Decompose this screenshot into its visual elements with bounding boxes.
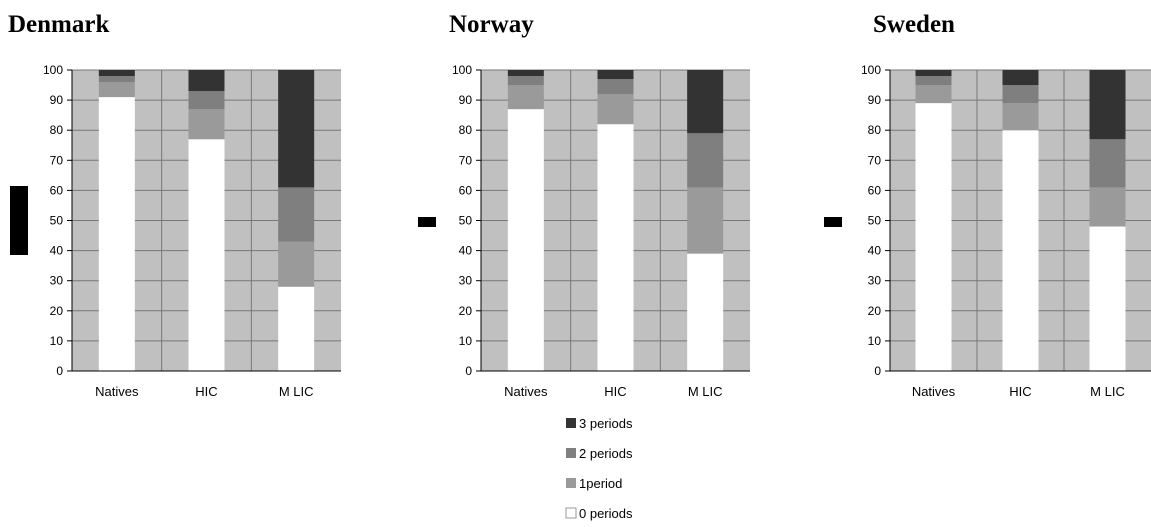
- y-tick-label: 70: [868, 153, 882, 167]
- y-tick-label: 50: [868, 214, 882, 228]
- y-tick-label: 30: [868, 274, 882, 288]
- chart-title: Norway: [449, 11, 534, 38]
- y-tick-label: 40: [868, 244, 882, 258]
- legend-label: 2 periods: [579, 446, 633, 461]
- bar-hic-2-periods: [1002, 85, 1039, 104]
- chart-panel-norway: Norway 0 10 20 30 40 50 60 70 80 90 100 Natives HIC M …: [418, 11, 750, 399]
- x-category-label: M LIC: [279, 384, 314, 399]
- y-tick-label: 60: [868, 183, 882, 197]
- y-tick-label: 10: [459, 334, 473, 348]
- bar-natives-3-periods: [507, 70, 544, 77]
- y-tick-label: 20: [50, 304, 64, 318]
- y-tick-label: 80: [459, 123, 473, 137]
- y-tick-label: 60: [459, 183, 473, 197]
- legend-swatch: [566, 478, 576, 488]
- y-tick-label: 30: [459, 274, 473, 288]
- y-tick-label: 80: [50, 123, 64, 137]
- bar-hic-1period: [597, 94, 634, 125]
- legend-swatch: [566, 448, 576, 458]
- bar-hic-1period: [1002, 103, 1039, 131]
- y-tick-label: 70: [459, 153, 473, 167]
- legend-label: 3 periods: [579, 416, 633, 431]
- chart-title: Denmark: [8, 11, 109, 38]
- y-tick-label: 60: [50, 183, 64, 197]
- bar-natives-3-periods: [98, 70, 135, 77]
- bar-natives-0-periods: [915, 103, 952, 372]
- y-tick-label: 20: [868, 304, 882, 318]
- chart-panel-sweden: Sweden 0 10 20 30 40 50 60 70 80 90 100 Natives HIC M …: [824, 11, 1151, 399]
- y-tick-label: 0: [465, 364, 472, 378]
- x-category-label: HIC: [604, 384, 626, 399]
- bar-hic-3-periods: [1002, 70, 1039, 86]
- bar-m-lic-3-periods: [278, 70, 315, 188]
- bar-hic-1period: [188, 109, 225, 140]
- x-category-label: Natives: [95, 384, 139, 399]
- legend-label: 0 periods: [579, 506, 633, 521]
- bar-m-lic-1period: [687, 187, 724, 254]
- bar-hic-3-periods: [597, 70, 634, 80]
- y-tick-label: 50: [459, 214, 473, 228]
- bar-natives-1period: [507, 85, 544, 110]
- y-tick-label: 100: [43, 63, 63, 77]
- chart-panel-denmark: Denmark 0 10 20 30 40 50 60 70 80 90 100 Natives HIC M…: [8, 11, 341, 399]
- bar-m-lic-0-periods: [278, 286, 315, 371]
- axis-title-placeholder: [10, 186, 28, 255]
- bar-natives-1period: [915, 85, 952, 104]
- y-tick-label: 40: [459, 244, 473, 258]
- bar-m-lic-1period: [278, 241, 315, 287]
- bar-m-lic-3-periods: [1089, 70, 1126, 140]
- y-tick-label: 80: [868, 123, 882, 137]
- legend-label: 1period: [579, 476, 622, 491]
- bar-m-lic-0-periods: [1089, 226, 1126, 371]
- y-tick-label: 90: [459, 93, 473, 107]
- bar-m-lic-0-periods: [687, 253, 724, 371]
- x-category-label: HIC: [195, 384, 217, 399]
- legend-swatch: [565, 507, 577, 519]
- bar-hic-2-periods: [597, 79, 634, 95]
- y-tick-label: 10: [868, 334, 882, 348]
- bar-natives-2-periods: [915, 76, 952, 86]
- y-tick-label: 30: [50, 274, 64, 288]
- bar-m-lic-2-periods: [687, 133, 724, 188]
- chart-title: Sweden: [873, 11, 955, 38]
- bar-natives-3-periods: [915, 70, 952, 77]
- y-tick-label: 10: [50, 334, 64, 348]
- y-tick-label: 90: [868, 93, 882, 107]
- axis-title-placeholder: [418, 217, 436, 227]
- bar-m-lic-2-periods: [1089, 139, 1126, 188]
- x-category-label: M LIC: [1090, 384, 1125, 399]
- bar-m-lic-3-periods: [687, 70, 724, 134]
- y-tick-label: 90: [50, 93, 64, 107]
- legend-swatch: [566, 418, 576, 428]
- bar-hic-0-periods: [188, 139, 225, 371]
- y-tick-label: 40: [50, 244, 64, 258]
- bar-hic-3-periods: [188, 70, 225, 92]
- y-tick-label: 20: [459, 304, 473, 318]
- bar-m-lic-2-periods: [278, 187, 315, 242]
- x-category-label: M LIC: [688, 384, 723, 399]
- y-tick-label: 0: [874, 364, 881, 378]
- y-tick-label: 70: [50, 153, 64, 167]
- bar-natives-0-periods: [507, 109, 544, 371]
- bar-hic-0-periods: [1002, 130, 1039, 371]
- bar-natives-1period: [98, 82, 135, 98]
- bar-hic-2-periods: [188, 91, 225, 110]
- bar-m-lic-1period: [1089, 187, 1126, 227]
- bar-natives-2-periods: [98, 76, 135, 83]
- x-category-label: Natives: [912, 384, 956, 399]
- y-tick-label: 50: [50, 214, 64, 228]
- bar-hic-0-periods: [597, 124, 634, 372]
- bar-natives-0-periods: [98, 97, 135, 371]
- bar-natives-2-periods: [507, 76, 544, 86]
- y-tick-label: 100: [452, 63, 472, 77]
- x-category-label: HIC: [1009, 384, 1031, 399]
- y-tick-label: 0: [56, 364, 63, 378]
- x-category-label: Natives: [504, 384, 548, 399]
- legend: 3 periods 2 periods 1period 0 periods: [565, 416, 633, 521]
- axis-title-placeholder: [824, 217, 842, 227]
- y-tick-label: 100: [861, 63, 881, 77]
